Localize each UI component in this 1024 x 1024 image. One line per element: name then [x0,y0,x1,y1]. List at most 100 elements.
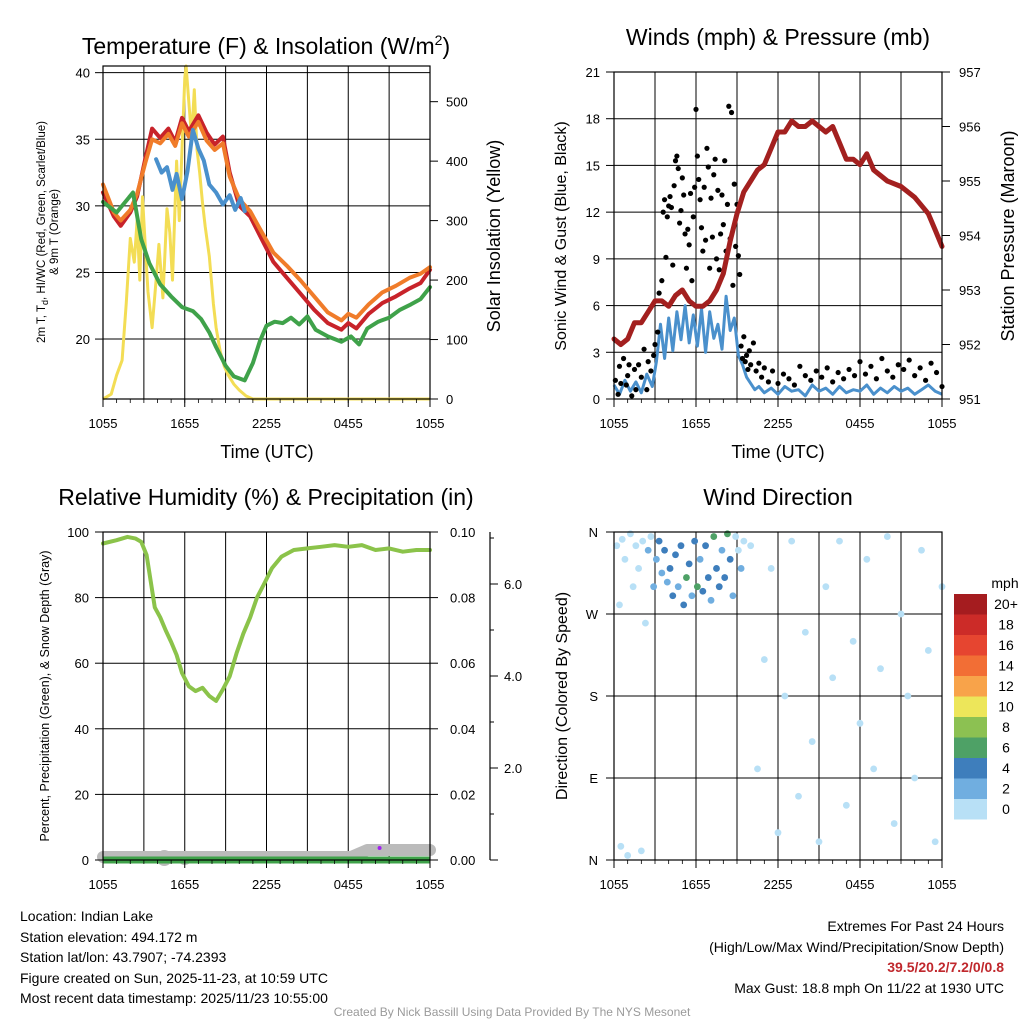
temperature-ylabel-line2: & 9m T (Orange) [49,189,61,275]
gust-point [720,222,726,228]
gust-point [802,373,808,379]
humidity-xtick-label: 0455 [334,877,363,892]
gust-point [641,346,647,352]
direction-point [911,774,919,782]
direction-point [767,565,775,572]
direction-xtick-label: 0455 [846,877,875,892]
colorbar-label: 18 [998,617,1014,633]
gust-point [765,379,772,385]
gust-point [697,197,703,203]
direction-point [663,578,671,586]
gust-point [686,242,692,248]
gust-point [862,371,869,377]
direction-point [815,838,823,846]
temperature-ytick-label: 40 [76,66,90,81]
gust-point [879,355,885,362]
gust-point [761,365,767,371]
gust-point [631,366,638,373]
gust-point [912,373,918,379]
colorbar-label: 20+ [994,596,1018,612]
humidity-ytick-label: 100 [67,525,89,540]
gust-point [689,278,695,284]
gust-point [917,365,923,371]
gust-point [693,106,699,112]
direction-point [734,546,742,554]
humidity-panel: Relative Humidity (%) & Precipitation (i… [38,484,522,892]
direction-point [829,674,837,682]
gust-point [616,363,623,369]
gust-point [835,369,841,376]
direction-point [702,542,709,550]
temperature-xtick-label: 2255 [252,416,281,431]
direction-point [718,546,726,554]
gust-point [884,368,890,374]
colorbar-swatch [954,758,987,779]
winds-ytick-label: 18 [586,112,600,127]
colorbar-title: mph [991,575,1018,591]
gust-point [618,380,624,387]
gust-point [873,376,880,382]
direction-point [715,583,723,591]
direction-point [740,537,748,545]
direction-point [685,560,693,568]
gust-point [655,329,661,335]
gust-point [745,366,751,373]
colorbar-label: 16 [998,637,1014,653]
gust-point [733,243,739,249]
gust-point [663,254,669,260]
insolation-ytick-label: 500 [446,95,468,110]
gust-point [672,158,679,164]
gust-point [648,368,654,374]
gust-point [702,237,709,243]
direction-point [658,569,666,577]
gust-point [709,234,716,240]
direction-point [683,574,690,581]
humidity-xtick-label: 1055 [416,877,445,892]
gust-point [678,207,684,214]
gust-point [769,368,776,374]
winds-ylabel: Sonic Wind & Gust (Blue, Black) [553,121,570,350]
humidity-ytick-label: 80 [75,591,89,606]
extremes-values: 39.5/20.2/7.2/0/0.8 [887,959,1004,975]
direction-point [680,601,688,609]
gust-point [819,374,825,380]
insolation-ytick-label: 200 [446,273,468,288]
recent-text: Most recent data timestamp: 2025/11/23 1… [20,990,328,1006]
direction-point [721,574,729,581]
gust-point [756,360,762,366]
direction-point [713,565,720,572]
winds-xtick-label: 1055 [928,416,957,431]
direction-point [801,628,809,636]
gust-point [730,282,736,288]
created-text: Figure created on Sun, 2025-11-23, at 10… [20,969,328,986]
direction-point [877,665,884,673]
gust-point [895,362,901,368]
gust-point [677,220,683,226]
direction-point [644,546,652,554]
gust-point [707,265,713,271]
insolation-ytick-label: 400 [446,154,468,169]
gust-point [906,357,912,363]
colorbar-label: 0 [1002,801,1010,817]
winds-ytick-label: 0 [593,392,600,407]
direction-xtick-label: 2255 [764,877,793,892]
direction-point [883,533,891,540]
colorbar-label: 12 [998,678,1014,694]
colorbar-swatch [954,594,987,615]
elevation-text: Station elevation: 494.172 m [20,928,198,945]
direction-point [924,647,932,654]
temperature-xtick-label: 1055 [89,416,118,431]
direction-point [870,765,878,773]
direction-point [710,533,718,540]
gust-point [742,359,748,365]
temperature-ytick-label: 25 [76,265,90,280]
direction-point [707,596,715,604]
colorbar-swatch [954,717,987,738]
direction-ylabel: Direction (Colored By Speed) [554,592,571,800]
direction-point [904,692,912,700]
colorbar-swatch [954,799,987,820]
gust-point [731,181,737,187]
direction-point [863,555,871,563]
direction-ytick-label: N [589,853,598,868]
gust-point [715,187,721,193]
